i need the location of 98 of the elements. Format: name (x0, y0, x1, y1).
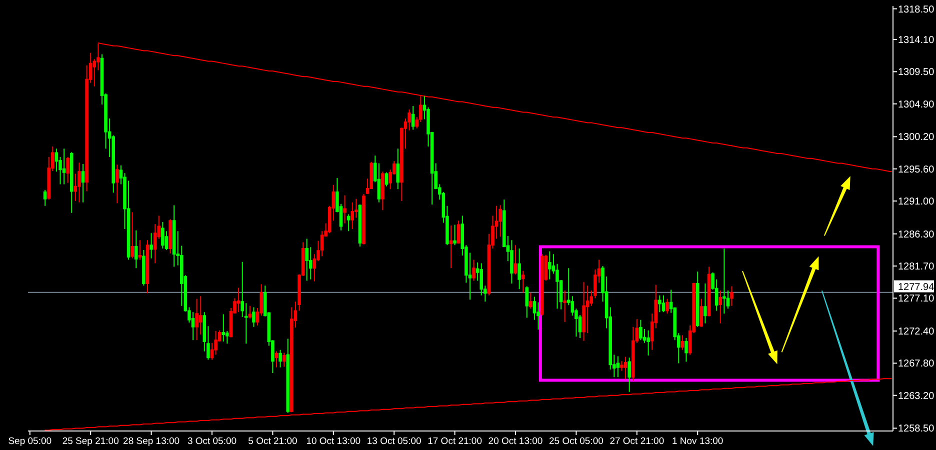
candlestick (684, 338, 688, 362)
candlestick (498, 204, 502, 238)
x-tick-label: 25 Oct 05:00 (549, 436, 604, 447)
candlestick (134, 230, 138, 269)
candlestick (222, 314, 226, 342)
candlestick (274, 350, 278, 368)
candlestick (138, 240, 142, 260)
y-tick-label: 1263.20 (898, 390, 935, 402)
candlestick (700, 298, 704, 328)
candlestick (384, 172, 388, 187)
candlestick (150, 232, 153, 259)
candlestick (161, 221, 164, 250)
candlestick (70, 152, 74, 214)
candlestick (548, 250, 552, 280)
y-tick-label: 1286.30 (898, 229, 935, 240)
candlestick (343, 194, 346, 224)
candlestick (525, 286, 529, 318)
candlestick (518, 248, 521, 290)
candlestick (456, 220, 460, 244)
candlestick (540, 254, 544, 316)
candlestick (704, 283, 707, 324)
candlestick (168, 218, 172, 254)
candlestick (248, 305, 252, 319)
x-tick-label: 13 Oct 05:00 (366, 436, 422, 447)
candlestick (282, 352, 286, 368)
candlestick (236, 287, 240, 313)
y-tick-label: 1272.40 (898, 326, 935, 338)
y-tick-label: 1300.20 (898, 132, 935, 144)
candlestick (718, 290, 722, 324)
candlestick (130, 212, 134, 259)
candlestick (81, 163, 85, 203)
candlestick (582, 282, 586, 342)
candlestick (696, 271, 700, 328)
line-series (44, 378, 892, 431)
x-tick-label: Sep 05:00 (8, 436, 52, 447)
candlestick (449, 224, 453, 269)
x-tick-label: 5 Oct 21:00 (248, 436, 298, 447)
y-tick-label: 1267.80 (898, 358, 935, 370)
candlestick (514, 244, 518, 275)
candlestick (146, 240, 150, 294)
candlestick (624, 356, 628, 380)
candlestick (142, 249, 146, 286)
candlestick (191, 312, 195, 341)
ref-line-label: 1277.94 (898, 282, 935, 293)
candlestick (286, 338, 290, 414)
y-tick-label: 1318.50 (898, 4, 935, 16)
y-tick-label: 1291.00 (898, 196, 935, 208)
y-tick-label: 1277.10 (898, 294, 935, 305)
candlestick (305, 238, 308, 282)
candlestick (78, 162, 81, 203)
candlestick (195, 298, 198, 341)
candlestick (453, 224, 456, 246)
candlestick (172, 204, 176, 268)
candlestick (722, 248, 726, 314)
candlestick (358, 204, 362, 247)
x-tick-label: 10 Oct 13:00 (306, 436, 361, 447)
candlestick (62, 148, 66, 185)
candlestick (346, 214, 350, 232)
x-tick-label: 20 Oct 13:00 (488, 436, 543, 447)
candlestick (658, 294, 662, 313)
candlestick (616, 356, 620, 378)
candlestick (662, 294, 666, 313)
candlestick (396, 148, 400, 190)
candlestick (66, 156, 70, 184)
candlestick (646, 330, 650, 356)
candlestick (730, 286, 734, 306)
y-tick-label: 1295.60 (898, 164, 935, 176)
x-tick-label: 28 Sep 13:00 (123, 436, 180, 447)
x-tick-label: 17 Oct 21:00 (428, 436, 482, 447)
y-tick-label: 1281.70 (898, 262, 935, 273)
candlestick (116, 164, 119, 204)
y-tick-label: 1309.50 (898, 67, 935, 78)
x-tick-label: 3 Oct 05:00 (187, 436, 237, 447)
x-tick-label: 27 Oct 21:00 (610, 436, 664, 447)
candlestick (707, 266, 711, 317)
candlestick (278, 349, 282, 368)
candlestick (521, 270, 525, 294)
candlestick (639, 319, 642, 341)
x-tick-label: 1 Nov 13:00 (672, 436, 724, 447)
candlestick (628, 357, 631, 392)
candlestick (472, 259, 476, 282)
candlestick (381, 171, 384, 211)
candlestick (411, 105, 415, 130)
candlestick (43, 189, 47, 206)
candlestick (680, 334, 684, 350)
candlestick (252, 306, 256, 328)
candlestick (563, 290, 566, 322)
candlestick (370, 161, 373, 190)
y-tick-label: 1304.90 (898, 99, 935, 110)
candlestick (350, 202, 354, 230)
candlestick (214, 330, 218, 356)
x-tick-label: 25 Sep 21:00 (62, 436, 119, 447)
candlestick (510, 240, 514, 284)
y-tick-label: 1314.10 (898, 35, 935, 46)
candlestick (529, 292, 532, 310)
candlestick (362, 194, 366, 245)
y-tick-label: 1258.50 (898, 424, 935, 435)
candlestick (666, 298, 669, 314)
